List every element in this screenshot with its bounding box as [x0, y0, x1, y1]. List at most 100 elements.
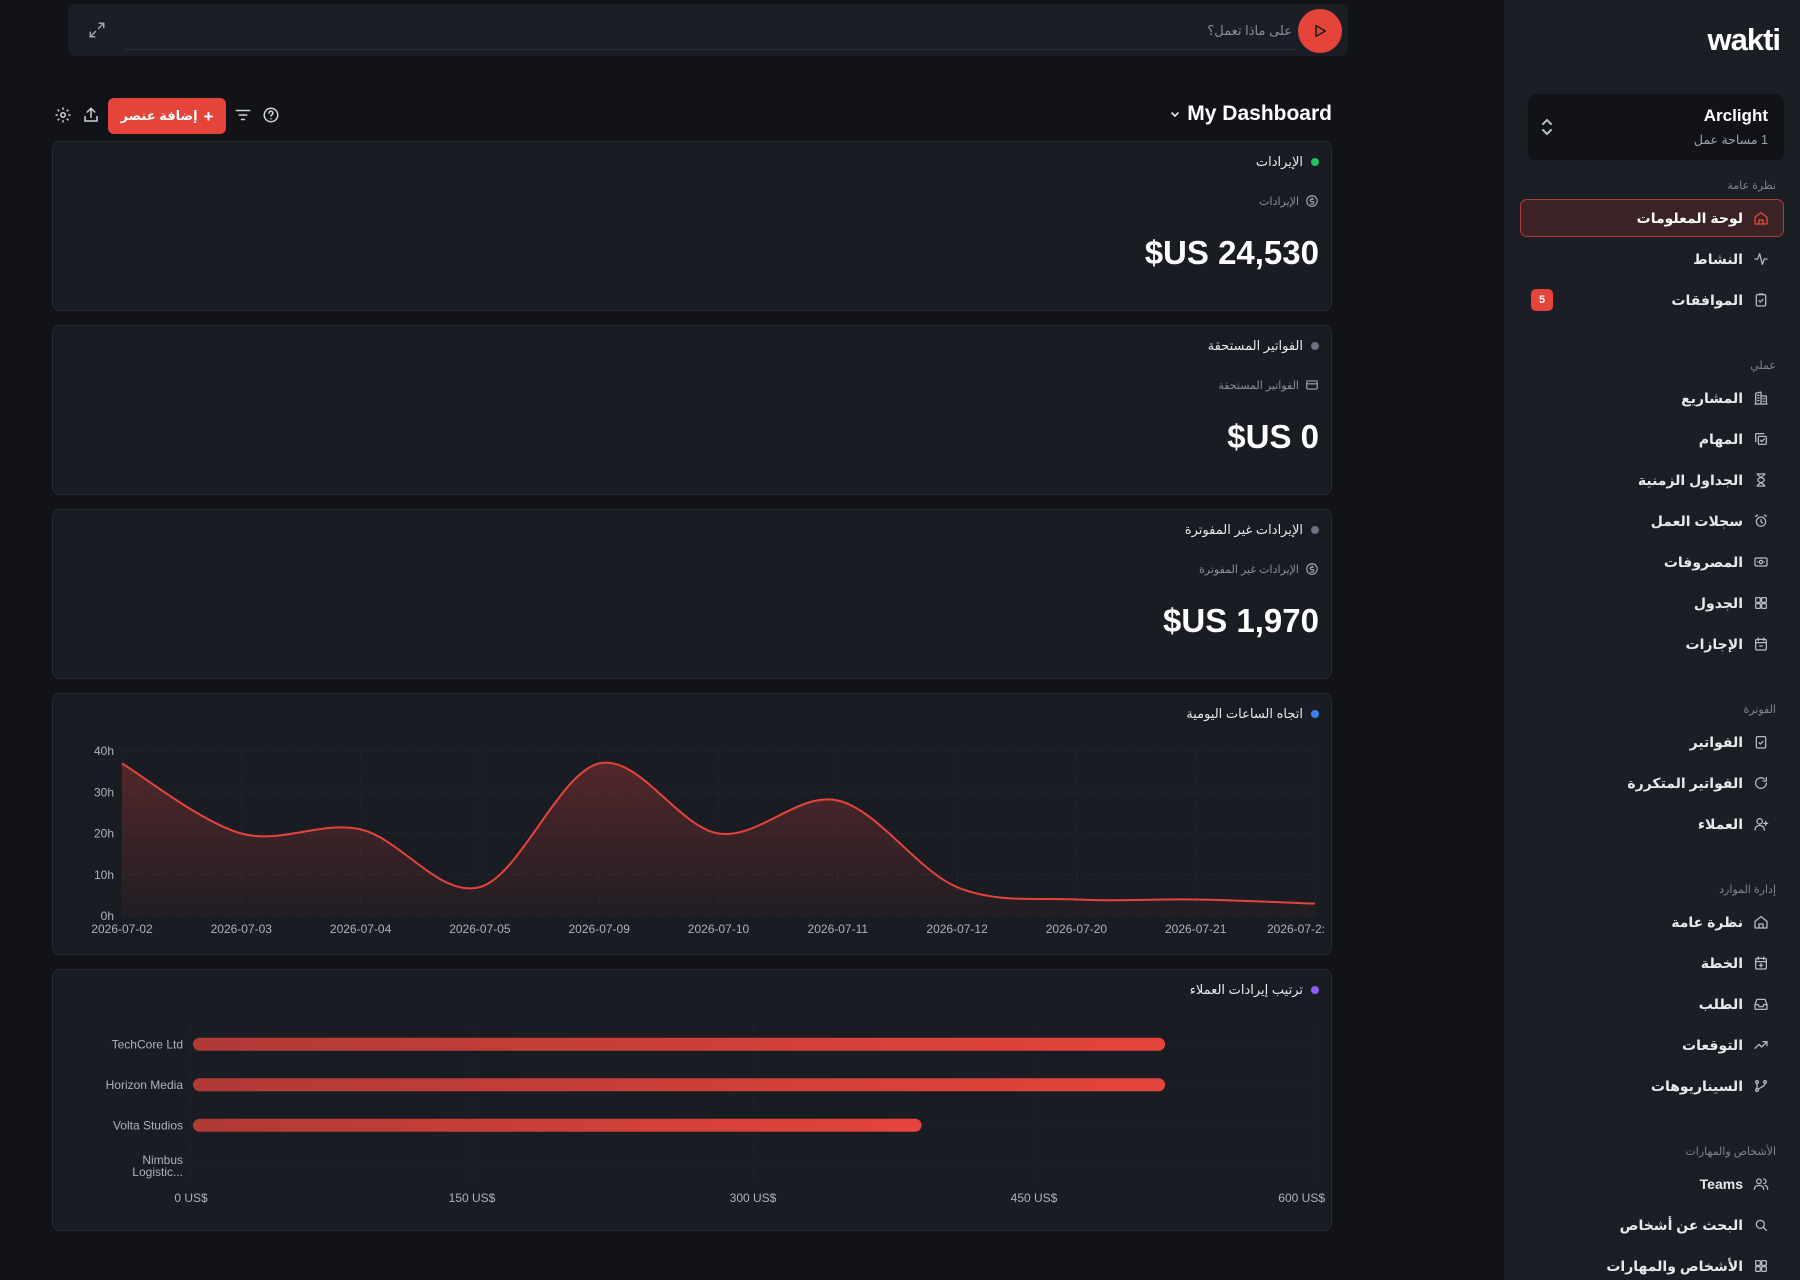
chart-title: ترتيب إيرادات العملاء	[1189, 982, 1303, 997]
sidebar-section-title: الفوترة	[1743, 704, 1776, 716]
plus-icon: +	[203, 106, 214, 126]
x-tick-label: 2026-07-02	[91, 922, 153, 936]
sidebar-item[interactable]: المصروفات	[1520, 543, 1784, 581]
workspace-switcher[interactable]: Arclight 1 مساحة عمل	[1528, 94, 1784, 160]
home-icon	[1753, 914, 1769, 930]
sidebar-item[interactable]: الأشخاص والمهارات	[1520, 1247, 1784, 1280]
dashboard-selector[interactable]: My Dashboard	[1169, 102, 1332, 126]
sidebar-item[interactable]: الخطة	[1520, 944, 1784, 982]
alarm-clock-icon	[1753, 513, 1769, 529]
sidebar-item-label: البحث عن أشخاص	[1619, 1216, 1743, 1233]
sidebar-item[interactable]: الإجازات	[1520, 625, 1784, 663]
card-title: الإيرادات	[1255, 154, 1303, 169]
add-widget-button[interactable]: + إضافة عنصر	[108, 98, 226, 134]
settings-icon[interactable]	[54, 106, 72, 124]
x-tick-label: 450 US$	[1011, 1191, 1058, 1205]
sidebar-item-label: الجدول	[1693, 594, 1743, 611]
chevrons-up-down-icon	[1540, 116, 1554, 138]
prompt-input[interactable]: على ماذا تعمل؟	[124, 12, 1296, 50]
sidebar-item[interactable]: سجلات العمل	[1520, 502, 1784, 540]
sidebar-item[interactable]: المشاريع	[1520, 379, 1784, 417]
grid-icon	[1753, 1258, 1769, 1274]
sidebar-item[interactable]: نظرة عامة	[1520, 903, 1784, 941]
daily-hours-chart: 0h 10h 20h 30h 40h 2026-07-02 2026-07-03 2026-0…	[91, 744, 1325, 936]
x-tick-label: 600 US$	[1278, 1191, 1325, 1205]
card-value: 24,530 US$	[1144, 234, 1319, 271]
card-subtitle: الإيرادات	[1259, 195, 1299, 208]
sidebar-item-label: الفواتير	[1689, 733, 1743, 750]
sidebar-item[interactable]: لوحة المعلومات	[1520, 199, 1784, 237]
search-icon	[1753, 1217, 1769, 1233]
workspace-name: Arclight	[1703, 106, 1768, 125]
client-revenue-chart-card: ترتيب إيرادات العملاء 0 US$ 150 US$ 300 US…	[52, 969, 1332, 1231]
sidebar-item[interactable]: الفواتير	[1520, 723, 1784, 761]
sidebar-item[interactable]: البحث عن أشخاص	[1520, 1206, 1784, 1244]
x-tick-label: 2026-07-05	[449, 922, 511, 936]
bar	[193, 1118, 922, 1132]
refresh-icon	[1753, 775, 1769, 791]
share-icon[interactable]	[82, 106, 100, 124]
users-icon	[1753, 1176, 1769, 1192]
x-tick-label: 2026-07-12	[926, 922, 988, 936]
copy-check-icon	[1753, 431, 1769, 447]
sidebar-item-label: الأشخاص والمهارات	[1606, 1257, 1743, 1274]
x-tick-label: 300 US$	[730, 1191, 777, 1205]
sidebar-item[interactable]: Teams	[1520, 1165, 1784, 1203]
category-label: Volta Studios	[113, 1118, 183, 1132]
sidebar-item[interactable]: الطلب	[1520, 985, 1784, 1023]
calendar-icon	[1753, 636, 1769, 652]
sidebar-item[interactable]: الجداول الزمنية	[1520, 461, 1784, 499]
send-button[interactable]	[1298, 9, 1342, 53]
sidebar-item-label: الموافقات	[1671, 291, 1743, 308]
sidebar-item[interactable]: الفواتير المتكررة	[1520, 764, 1784, 802]
y-tick-label: 10h	[94, 868, 114, 882]
x-tick-label: 150 US$	[449, 1191, 496, 1205]
workspace-count: 1 مساحة عمل	[1693, 133, 1768, 147]
series-line	[121, 761, 1316, 905]
status-dot	[1311, 710, 1319, 718]
chevron-down-icon	[1171, 111, 1180, 118]
sidebar-item-label: Teams	[1699, 1176, 1743, 1192]
sidebar-item[interactable]: التوقعات	[1520, 1026, 1784, 1064]
area-fill	[122, 762, 1315, 916]
sidebar-item-label: لوحة المعلومات	[1636, 209, 1743, 226]
y-tick-label: 40h	[94, 744, 114, 758]
sidebar-section-title: عملي	[1750, 360, 1776, 372]
sidebar-item[interactable]: السيناريوهات	[1520, 1067, 1784, 1105]
file-check-icon	[1753, 734, 1769, 750]
banknote-icon	[1753, 554, 1769, 570]
x-tick-label: 0 US$	[174, 1191, 208, 1205]
calendar-plus-icon	[1753, 955, 1769, 971]
x-tick-label: 2026-07-20	[1046, 922, 1108, 936]
sidebar-item-label: المصروفات	[1663, 553, 1743, 570]
ai-prompt-bar: على ماذا تعمل؟	[68, 4, 1348, 56]
user-plus-icon	[1753, 816, 1769, 832]
help-icon[interactable]	[262, 106, 280, 124]
sidebar-item-label: العملاء	[1697, 815, 1743, 832]
card-subtitle: الفواتير المستحقة	[1218, 379, 1299, 392]
sidebar-section-title: الأشخاص والمهارات	[1685, 1146, 1776, 1158]
x-tick-label: 2026-07-21	[1165, 922, 1227, 936]
building-icon	[1753, 390, 1769, 406]
filter-icon[interactable]	[234, 106, 252, 124]
y-tick-label: 0h	[101, 909, 114, 923]
sidebar-item[interactable]: المهام	[1520, 420, 1784, 458]
kpi-card-revenue: الإيرادات الإيرادات 24,530 US$	[52, 141, 1332, 311]
clipboard-check-icon	[1753, 292, 1769, 308]
expand-icon[interactable]	[88, 21, 106, 39]
card-subtitle: الإيرادات غير المفوترة	[1199, 563, 1299, 576]
client-revenue-chart: 0 US$ 150 US$ 300 US$ 450 US$ 600 US$ TechCor…	[106, 1024, 1325, 1205]
y-tick-label: 30h	[94, 785, 114, 799]
card-title: الفواتير المستحقة	[1207, 338, 1303, 353]
sidebar-item-label: الطلب	[1698, 995, 1743, 1012]
dollar-circle-icon	[1305, 194, 1319, 208]
category-label: Nimbus Logistic...	[132, 1153, 183, 1179]
sidebar-item[interactable]: الجدول	[1520, 584, 1784, 622]
sidebar-item-label: الجداول الزمنية	[1637, 471, 1743, 488]
grid-icon	[1753, 595, 1769, 611]
sidebar-item[interactable]: الموافقات 5	[1520, 281, 1784, 319]
sidebar-item[interactable]: العملاء	[1520, 805, 1784, 843]
category-label: Horizon Media	[106, 1078, 184, 1092]
sidebar-item-label: الفواتير المتكررة	[1627, 774, 1743, 791]
sidebar-item[interactable]: النشاط	[1520, 240, 1784, 278]
